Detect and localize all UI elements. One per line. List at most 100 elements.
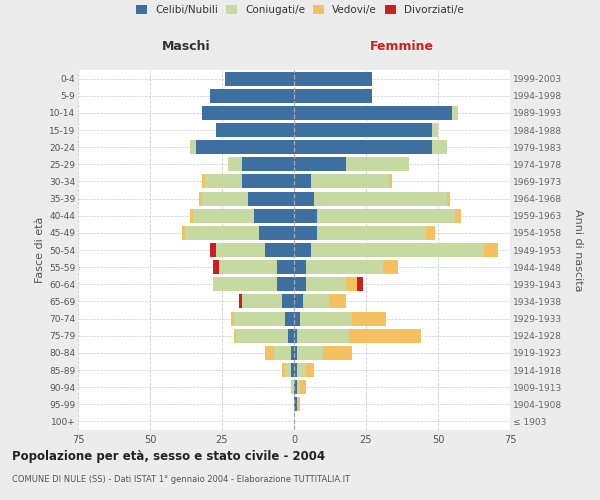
Bar xyxy=(225,72,294,86)
Bar xyxy=(294,278,305,291)
Bar xyxy=(294,260,305,274)
Bar xyxy=(216,123,294,137)
Bar xyxy=(297,380,300,394)
Bar xyxy=(199,192,202,205)
Bar xyxy=(190,208,193,222)
Bar xyxy=(277,278,294,291)
Bar xyxy=(202,174,205,188)
Bar xyxy=(294,243,311,257)
Bar xyxy=(248,192,294,205)
Bar xyxy=(446,192,449,205)
Bar xyxy=(265,346,274,360)
Bar xyxy=(294,158,346,172)
Bar xyxy=(205,174,242,188)
Bar xyxy=(346,278,358,291)
Bar xyxy=(317,208,455,222)
Bar xyxy=(259,226,294,240)
Text: Femmine: Femmine xyxy=(370,40,434,52)
Bar xyxy=(317,226,427,240)
Bar xyxy=(294,106,452,120)
Bar xyxy=(286,363,291,377)
Text: Maschi: Maschi xyxy=(161,40,211,52)
Bar xyxy=(452,106,458,120)
Bar xyxy=(230,312,233,326)
Bar xyxy=(297,363,305,377)
Bar xyxy=(297,346,323,360)
Bar xyxy=(196,140,294,154)
Bar xyxy=(228,158,242,172)
Bar xyxy=(311,174,389,188)
Bar xyxy=(283,363,286,377)
Bar xyxy=(294,140,432,154)
Bar xyxy=(294,380,297,394)
Bar xyxy=(291,346,294,360)
Bar xyxy=(211,243,216,257)
Bar xyxy=(254,208,294,222)
Bar xyxy=(455,208,461,222)
Bar xyxy=(294,294,302,308)
Bar xyxy=(233,328,236,342)
Bar xyxy=(432,123,438,137)
Bar xyxy=(305,278,346,291)
Bar xyxy=(291,380,294,394)
Bar xyxy=(346,158,409,172)
Bar xyxy=(294,398,297,411)
Legend: Celibi/Nubili, Coniugati/e, Vedovi/e, Divorziati/e: Celibi/Nubili, Coniugati/e, Vedovi/e, Di… xyxy=(136,5,464,15)
Bar xyxy=(291,363,294,377)
Bar xyxy=(233,312,286,326)
Bar xyxy=(305,260,383,274)
Bar xyxy=(358,278,363,291)
Bar xyxy=(300,380,305,394)
Bar xyxy=(329,294,346,308)
Bar xyxy=(389,174,392,188)
Bar xyxy=(294,208,317,222)
Bar xyxy=(305,363,314,377)
Bar xyxy=(294,226,317,240)
Bar xyxy=(182,226,185,240)
Bar xyxy=(274,346,291,360)
Bar xyxy=(294,88,372,102)
Bar xyxy=(294,192,314,205)
Bar xyxy=(202,106,294,120)
Bar xyxy=(211,88,294,102)
Bar xyxy=(193,208,254,222)
Bar xyxy=(242,294,283,308)
Bar xyxy=(242,174,294,188)
Bar xyxy=(294,123,432,137)
Bar xyxy=(242,158,294,172)
Bar xyxy=(283,294,294,308)
Bar xyxy=(352,312,386,326)
Text: COMUNE DI NULE (SS) - Dati ISTAT 1° gennaio 2004 - Elaborazione TUTTITALIA.IT: COMUNE DI NULE (SS) - Dati ISTAT 1° genn… xyxy=(12,475,350,484)
Bar xyxy=(323,346,352,360)
Bar xyxy=(349,328,421,342)
Bar xyxy=(214,278,277,291)
Bar xyxy=(219,260,277,274)
Y-axis label: Anni di nascita: Anni di nascita xyxy=(573,209,583,291)
Y-axis label: Fasce di età: Fasce di età xyxy=(35,217,45,283)
Bar xyxy=(311,243,484,257)
Bar xyxy=(294,174,311,188)
Bar xyxy=(294,312,300,326)
Bar xyxy=(300,312,352,326)
Bar xyxy=(286,312,294,326)
Bar xyxy=(214,260,219,274)
Bar xyxy=(427,226,435,240)
Bar xyxy=(239,294,242,308)
Bar xyxy=(294,328,297,342)
Bar xyxy=(294,346,297,360)
Bar xyxy=(265,243,294,257)
Bar xyxy=(190,140,196,154)
Bar xyxy=(432,140,446,154)
Bar xyxy=(294,363,297,377)
Bar xyxy=(302,294,329,308)
Bar xyxy=(202,192,248,205)
Bar xyxy=(383,260,398,274)
Bar xyxy=(484,243,499,257)
Bar xyxy=(236,328,288,342)
Bar xyxy=(185,226,259,240)
Bar xyxy=(288,328,294,342)
Text: Popolazione per età, sesso e stato civile - 2004: Popolazione per età, sesso e stato civil… xyxy=(12,450,325,463)
Bar xyxy=(216,243,265,257)
Bar xyxy=(297,398,300,411)
Bar xyxy=(314,192,446,205)
